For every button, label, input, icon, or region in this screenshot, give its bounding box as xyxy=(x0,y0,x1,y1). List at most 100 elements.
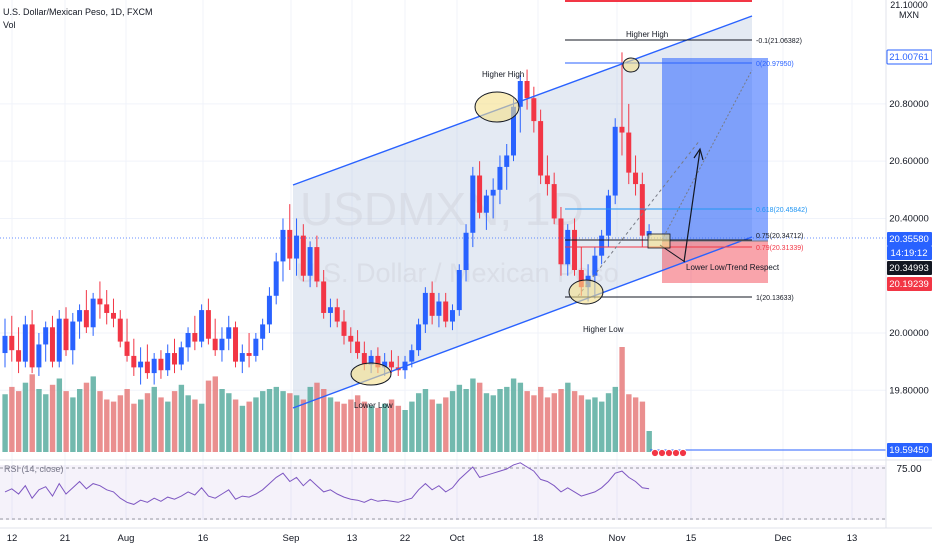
candle[interactable] xyxy=(138,347,144,385)
candle[interactable] xyxy=(144,344,150,379)
volume-bar xyxy=(524,391,530,452)
event-flag-icon[interactable] xyxy=(678,448,688,458)
candle[interactable] xyxy=(90,292,96,336)
higher-high-ellipse-2[interactable] xyxy=(622,57,640,73)
candle[interactable] xyxy=(327,298,333,328)
event-flag-icon[interactable] xyxy=(657,448,667,458)
channel-upper-line[interactable] xyxy=(292,15,753,186)
candle[interactable] xyxy=(619,52,625,156)
candle[interactable] xyxy=(321,270,327,319)
candle[interactable] xyxy=(416,318,422,356)
candle[interactable] xyxy=(233,321,239,368)
candle[interactable] xyxy=(124,318,130,362)
candle[interactable] xyxy=(456,264,462,316)
long-position-target-zone xyxy=(662,58,768,241)
candle[interactable] xyxy=(531,86,537,133)
candle[interactable] xyxy=(314,235,320,288)
lower-low-ellipse[interactable] xyxy=(350,362,392,386)
price-axis[interactable]: 21.10000 MXN 75.00 20.80000 20.60000 20.40… xyxy=(885,0,932,528)
candle[interactable] xyxy=(151,353,157,385)
candle[interactable] xyxy=(341,310,347,345)
candle[interactable] xyxy=(422,287,428,333)
candle[interactable] xyxy=(639,172,645,248)
candle[interactable] xyxy=(97,281,103,319)
candle[interactable] xyxy=(470,166,476,248)
candle[interactable] xyxy=(178,341,184,371)
candle[interactable] xyxy=(246,333,252,368)
candle[interactable] xyxy=(49,315,55,368)
candle[interactable] xyxy=(239,344,245,374)
candle[interactable] xyxy=(287,204,293,270)
candle[interactable] xyxy=(117,310,123,348)
candle[interactable] xyxy=(192,315,198,351)
candle[interactable] xyxy=(307,241,313,288)
candle[interactable] xyxy=(185,327,191,362)
candle[interactable] xyxy=(29,310,35,374)
arrow-up-line[interactable] xyxy=(683,149,701,263)
higher-high-ellipse-1[interactable] xyxy=(474,91,520,123)
highlight-box[interactable] xyxy=(647,233,671,249)
candle[interactable] xyxy=(110,298,116,328)
candle[interactable] xyxy=(131,338,137,376)
candle[interactable] xyxy=(544,155,550,196)
candle[interactable] xyxy=(477,161,483,219)
candle[interactable] xyxy=(273,252,279,305)
candle[interactable] xyxy=(199,304,205,348)
candle[interactable] xyxy=(497,155,503,205)
candle[interactable] xyxy=(388,350,394,374)
candle[interactable] xyxy=(504,144,510,190)
candle[interactable] xyxy=(260,318,266,351)
candle[interactable] xyxy=(355,330,361,359)
candle[interactable] xyxy=(253,333,259,362)
candle[interactable] xyxy=(77,304,83,339)
candle[interactable] xyxy=(605,189,611,248)
candle[interactable] xyxy=(429,281,435,325)
candle[interactable] xyxy=(443,292,449,328)
candle[interactable] xyxy=(551,172,557,225)
candle[interactable] xyxy=(449,304,455,331)
candle[interactable] xyxy=(56,310,62,368)
candle[interactable] xyxy=(36,333,42,376)
candle[interactable] xyxy=(165,344,171,376)
candle[interactable] xyxy=(436,292,442,328)
candle[interactable] xyxy=(626,103,632,185)
candle[interactable] xyxy=(558,207,564,276)
higher-low-ellipse[interactable] xyxy=(568,279,604,305)
candle[interactable] xyxy=(280,218,286,282)
candle[interactable] xyxy=(16,327,22,374)
candle[interactable] xyxy=(22,315,28,368)
candle[interactable] xyxy=(9,315,15,362)
drawing-tools[interactable]: -0.1(21.06382) 0(20.97950) 0.618(20.45842)… xyxy=(0,0,886,458)
candle[interactable] xyxy=(205,298,211,345)
candle[interactable] xyxy=(517,75,523,133)
candle[interactable] xyxy=(334,298,340,328)
time-axis[interactable]: 12 21 Aug 16 Sep 13 22 Oct 18 Nov 15 Dec 13 xyxy=(7,533,858,544)
candle[interactable] xyxy=(158,350,164,379)
candle[interactable] xyxy=(172,338,177,374)
candle[interactable] xyxy=(490,178,496,219)
candle[interactable] xyxy=(226,315,232,351)
candle[interactable] xyxy=(43,321,49,362)
event-flag-icon[interactable] xyxy=(671,448,681,458)
candle[interactable] xyxy=(300,224,306,282)
candle[interactable] xyxy=(633,155,639,196)
candle[interactable] xyxy=(63,307,69,356)
event-flag-icon[interactable] xyxy=(650,448,660,458)
candle[interactable] xyxy=(524,69,530,110)
candle[interactable] xyxy=(266,287,272,333)
candle[interactable] xyxy=(70,312,76,365)
candle[interactable] xyxy=(104,290,110,325)
candle[interactable] xyxy=(463,224,469,282)
event-flag-icon[interactable] xyxy=(664,448,674,458)
candle[interactable] xyxy=(538,109,544,185)
candle-body xyxy=(273,261,279,296)
candle[interactable] xyxy=(83,290,89,333)
candle[interactable] xyxy=(294,218,300,276)
candle[interactable] xyxy=(219,327,225,362)
candle[interactable] xyxy=(2,318,8,368)
candle[interactable] xyxy=(212,318,218,356)
candle[interactable] xyxy=(612,118,618,205)
candle[interactable] xyxy=(348,327,354,354)
candle[interactable] xyxy=(483,189,489,230)
